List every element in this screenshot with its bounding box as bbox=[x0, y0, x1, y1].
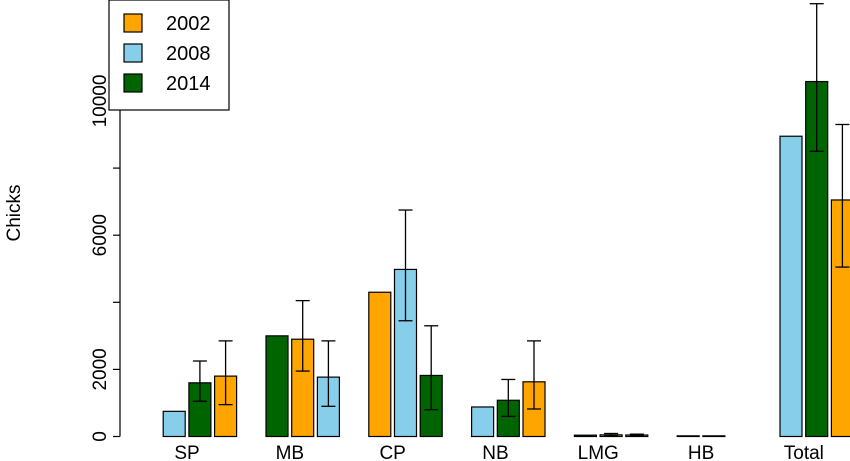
bar-mb-2014-1 bbox=[265, 335, 289, 438]
bar-sp-2008-1 bbox=[162, 410, 186, 438]
x-label-nb: NB bbox=[482, 443, 508, 461]
x-label-sp: SP bbox=[174, 443, 199, 461]
bars bbox=[162, 3, 850, 438]
y-tick-label: 10000 bbox=[90, 75, 111, 128]
y-tick-label: 6000 bbox=[90, 214, 111, 256]
bar-lmg-2014-1 bbox=[573, 434, 598, 438]
y-axis: 0 2000 6000 10000 bbox=[90, 75, 121, 442]
x-label-lmg: LMG bbox=[578, 443, 619, 461]
legend-label-2014: 2014 bbox=[166, 73, 211, 95]
y-axis-label: Chicks bbox=[4, 184, 25, 241]
bar-hb-2008-2 bbox=[702, 435, 726, 438]
legend-label-2008: 2008 bbox=[166, 43, 211, 65]
x-label-cp: CP bbox=[379, 443, 405, 461]
x-axis-labels: SP MB CP NB LMG HB Total bbox=[174, 443, 824, 461]
bar-nb-2008-1 bbox=[471, 406, 495, 438]
x-label-mb: MB bbox=[276, 443, 305, 461]
y-tick-label: 0 bbox=[90, 431, 111, 442]
x-label-hb: HB bbox=[688, 443, 714, 461]
legend-swatch-2014 bbox=[123, 73, 143, 93]
bar-total-2002-3 bbox=[830, 199, 850, 438]
legend-label-2002: 2002 bbox=[166, 13, 211, 35]
bar-hb-2002-1 bbox=[676, 435, 700, 438]
bar-total-2008-1 bbox=[779, 135, 803, 438]
legend-swatch-2002 bbox=[123, 13, 143, 33]
x-label-total: Total bbox=[784, 443, 824, 461]
bar-cp-2002-1 bbox=[368, 291, 392, 438]
legend-swatch-2008 bbox=[123, 43, 143, 63]
legend: 2002 2008 2014 bbox=[108, 0, 230, 111]
y-tick-label: 2000 bbox=[90, 348, 111, 390]
